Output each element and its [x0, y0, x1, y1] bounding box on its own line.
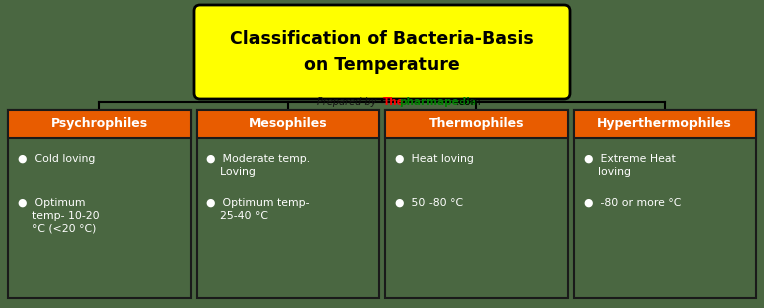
Text: ●  Heat loving: ● Heat loving	[395, 154, 474, 164]
Bar	[8, 110, 190, 138]
Text: pharmapedia: pharmapedia	[399, 97, 477, 107]
Bar	[196, 110, 379, 138]
Bar	[574, 110, 756, 138]
Text: Psychrophiles: Psychrophiles	[50, 117, 147, 131]
Bar	[385, 110, 568, 138]
Text: ●  -80 or more °C: ● -80 or more °C	[584, 198, 681, 208]
Bar	[574, 110, 756, 298]
Text: Classification of Bacteria-Basis: Classification of Bacteria-Basis	[230, 30, 534, 48]
FancyBboxPatch shape	[194, 5, 570, 99]
Text: on Temperature: on Temperature	[304, 56, 460, 74]
Text: ●  Moderate temp.
    Loving: ● Moderate temp. Loving	[206, 154, 311, 177]
Bar	[385, 110, 568, 298]
Text: ●  Optimum temp-
    25-40 °C: ● Optimum temp- 25-40 °C	[206, 198, 310, 221]
Text: ●  50 -80 °C: ● 50 -80 °C	[395, 198, 463, 208]
Text: ●  Extreme Heat
    loving: ● Extreme Heat loving	[584, 154, 675, 177]
Bar	[8, 110, 190, 298]
Text: ●  Optimum
    temp- 10-20
    °C (<20 °C): ● Optimum temp- 10-20 °C (<20 °C)	[18, 198, 99, 233]
Text: .com: .com	[456, 97, 481, 107]
Bar	[196, 110, 379, 298]
Text: Hyperthermophiles: Hyperthermophiles	[597, 117, 732, 131]
Text: Thermophiles: Thermophiles	[429, 117, 524, 131]
Text: The: The	[383, 97, 405, 107]
Text: Mesophiles: Mesophiles	[248, 117, 327, 131]
Text: ●  Cold loving: ● Cold loving	[18, 154, 96, 164]
Text: Prepared by: Prepared by	[317, 97, 380, 107]
